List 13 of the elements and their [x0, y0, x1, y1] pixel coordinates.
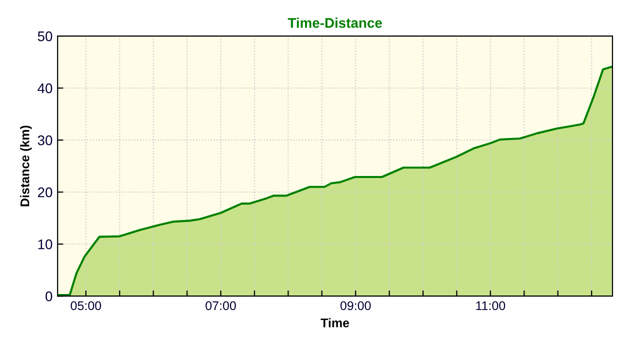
y-tick-label: 0 [46, 291, 52, 302]
x-tick-label: 09:00 [340, 301, 371, 310]
x-tick-label: 05:00 [70, 301, 102, 310]
y-tick-label: 10 [38, 239, 52, 250]
y-tick-label: 20 [38, 187, 52, 198]
x-axis-title: Time [320, 318, 350, 328]
x-tick-label: 11:00 [476, 301, 506, 310]
y-tick-label: 50 [38, 31, 52, 42]
x-tick-label: 07:00 [206, 301, 236, 310]
y-axis-title: Distance (km) [20, 126, 32, 206]
y-tick-label: 30 [38, 135, 52, 146]
chart-title: Time-Distance [288, 18, 382, 28]
y-tick-label: 40 [38, 83, 52, 94]
